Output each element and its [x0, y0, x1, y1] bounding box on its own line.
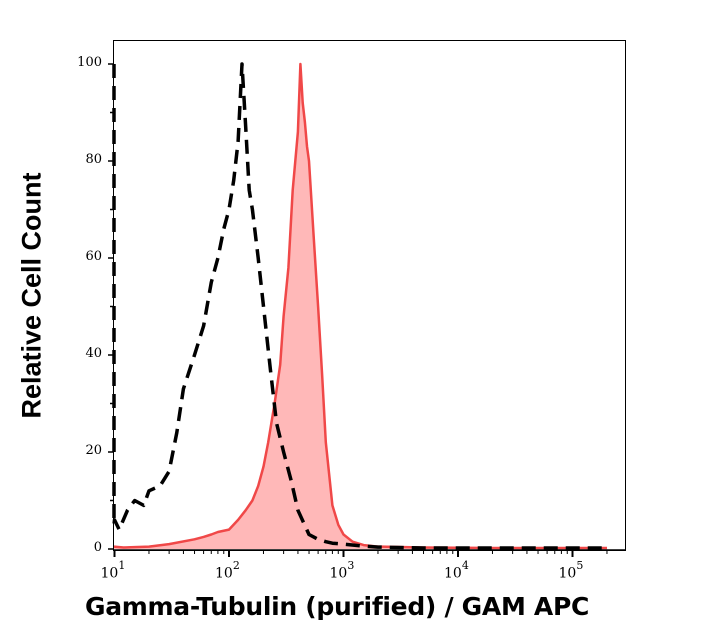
- y-tick-label: 0: [93, 540, 102, 555]
- filled-histogram-series: [113, 62, 607, 550]
- x-tick-label: 102: [215, 559, 240, 582]
- dashed-line: [112, 62, 607, 550]
- x-tick-label: 105: [558, 559, 584, 582]
- filled-outline: [113, 62, 607, 550]
- y-tick-label: 40: [85, 346, 102, 361]
- axes: [108, 63, 625, 557]
- y-tick-label: 20: [85, 443, 102, 458]
- y-tick-label: 80: [85, 152, 102, 167]
- y-tick-label: 60: [85, 249, 102, 264]
- x-tick-label: 103: [329, 559, 355, 582]
- y-tick-label: 100: [77, 55, 102, 70]
- dashed-histogram-series: [112, 62, 607, 550]
- plot-frame: [113, 40, 626, 551]
- x-tick-label: 101: [100, 559, 126, 582]
- x-tick-label: 104: [444, 559, 469, 582]
- y-axis-label: Relative Cell Count: [16, 172, 47, 419]
- x-axis-label: Gamma-Tubulin (purified) / GAM APC: [85, 592, 590, 621]
